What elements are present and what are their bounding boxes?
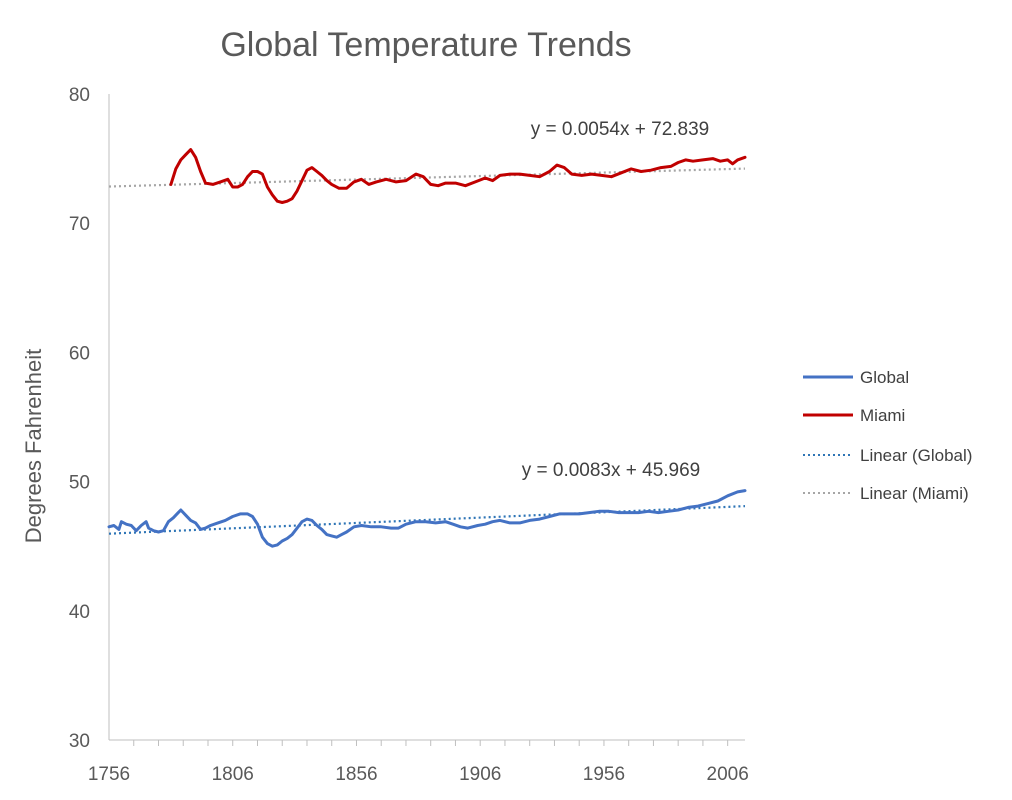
chart-title: Global Temperature Trends <box>220 26 631 64</box>
miami-trend-equation: y = 0.0054x + 72.839 <box>531 119 710 140</box>
legend-label-linear-miami: Linear (Miami) <box>860 484 969 503</box>
y-tick-label: 50 <box>69 473 90 494</box>
legend-label-miami: Miami <box>860 406 905 425</box>
legend-label-global: Global <box>860 368 909 387</box>
y-tick-label: 60 <box>69 343 90 364</box>
x-tick-label: 1806 <box>212 764 254 785</box>
y-tick-label: 80 <box>69 85 90 106</box>
x-tick-label: 1856 <box>335 764 377 785</box>
x-axis-ticks: 1756 1806 1856 1906 1956 2006 <box>88 740 749 785</box>
y-tick-label: 40 <box>69 602 90 623</box>
series-lines <box>107 148 747 548</box>
x-tick-label: 1956 <box>583 764 625 785</box>
global-trend-equation: y = 0.0083x + 45.969 <box>522 460 701 481</box>
y-axis-ticks: 30 40 50 60 70 80 <box>69 85 90 752</box>
legend-label-linear-global: Linear (Global) <box>860 446 972 465</box>
y-tick-label: 70 <box>69 214 90 235</box>
y-tick-label: 30 <box>69 731 90 752</box>
series-line-global <box>107 489 747 548</box>
x-tick-label: 1906 <box>459 764 501 785</box>
legend: Global Miami Linear (Global) Linear (Mia… <box>803 368 972 503</box>
y-axis-title: Degrees Fahrenheit <box>21 349 46 543</box>
series-line-miami <box>169 148 747 204</box>
x-tick-label: 2006 <box>707 764 749 785</box>
trendline-global <box>108 505 746 535</box>
x-tick-label: 1756 <box>88 764 130 785</box>
